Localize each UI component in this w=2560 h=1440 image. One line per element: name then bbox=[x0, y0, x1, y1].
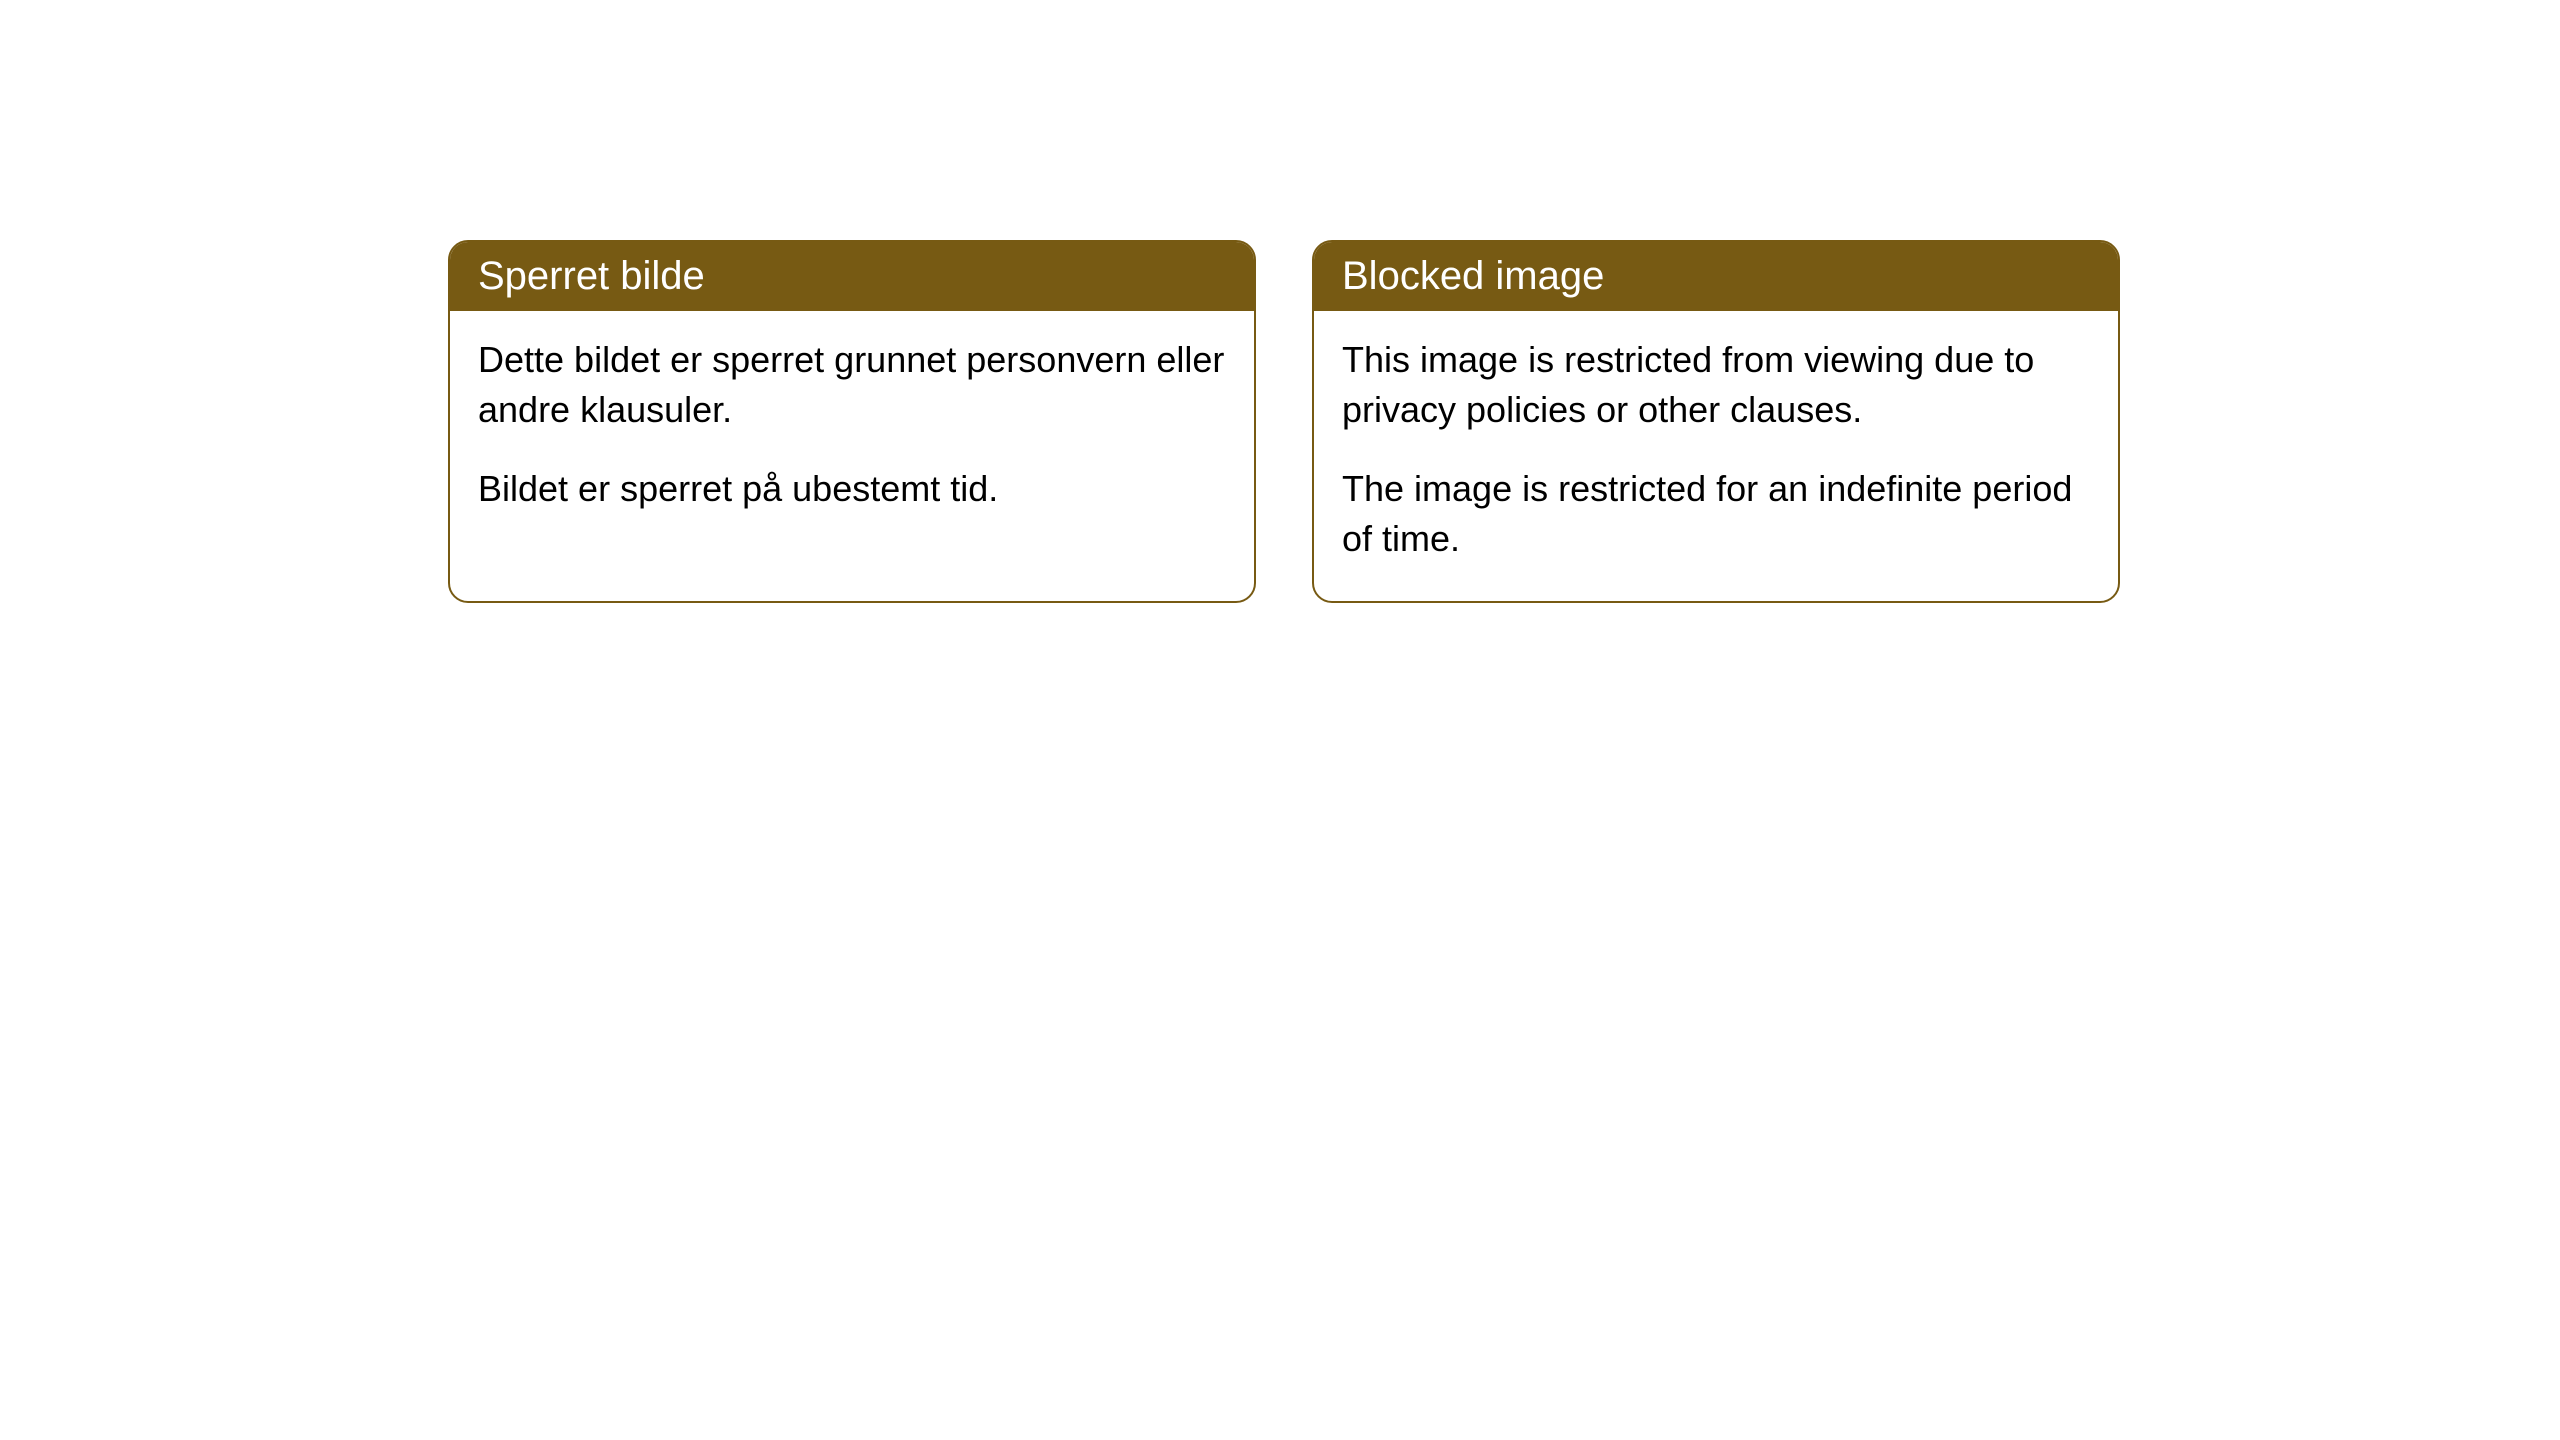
card-paragraph: Dette bildet er sperret grunnet personve… bbox=[478, 335, 1226, 436]
card-paragraph: The image is restricted for an indefinit… bbox=[1342, 464, 2090, 565]
blocked-image-card-norwegian: Sperret bilde Dette bildet er sperret gr… bbox=[448, 240, 1256, 603]
card-header: Sperret bilde bbox=[450, 242, 1254, 311]
card-title: Blocked image bbox=[1342, 254, 1604, 298]
card-body: This image is restricted from viewing du… bbox=[1314, 311, 2118, 601]
card-paragraph: Bildet er sperret på ubestemt tid. bbox=[478, 464, 1226, 514]
card-body: Dette bildet er sperret grunnet personve… bbox=[450, 311, 1254, 550]
card-header: Blocked image bbox=[1314, 242, 2118, 311]
blocked-image-card-english: Blocked image This image is restricted f… bbox=[1312, 240, 2120, 603]
card-title: Sperret bilde bbox=[478, 254, 705, 298]
cards-container: Sperret bilde Dette bildet er sperret gr… bbox=[448, 240, 2120, 603]
card-paragraph: This image is restricted from viewing du… bbox=[1342, 335, 2090, 436]
